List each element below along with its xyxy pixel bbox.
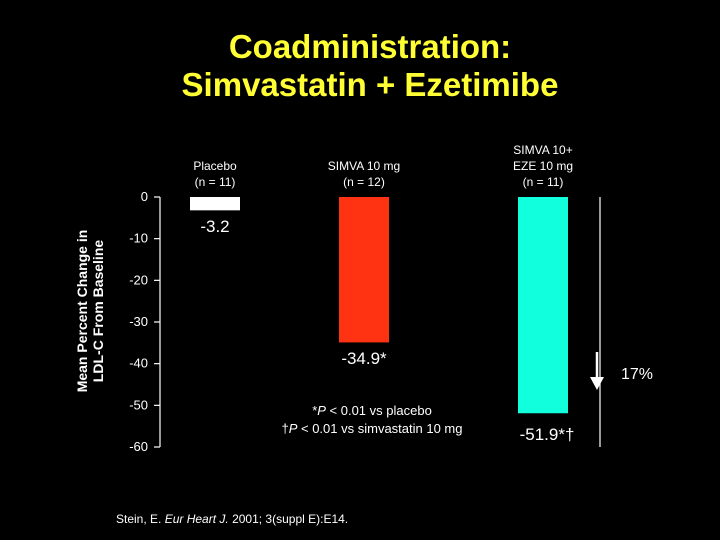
bar bbox=[190, 197, 240, 211]
category-label: SIMVA 10+ bbox=[513, 143, 572, 157]
source-details: 2001; 3(suppl E):E14. bbox=[228, 512, 349, 526]
footnote-simvastatin: †P < 0.01 vs simvastatin 10 mg bbox=[281, 421, 463, 436]
category-label: SIMVA 10 mg bbox=[328, 159, 400, 173]
category-label: EZE 10 mg bbox=[513, 159, 573, 173]
footnote-placebo: *P < 0.01 vs placebo bbox=[312, 403, 432, 418]
y-tick-label: -30 bbox=[129, 314, 148, 329]
bar bbox=[339, 197, 389, 343]
y-axis: 0 -10 -20 -30 -40 -50 -60 bbox=[129, 189, 601, 454]
footnotes: *P < 0.01 vs placebo †P < 0.01 vs simvas… bbox=[252, 402, 492, 438]
source-journal: Eur Heart J. bbox=[164, 512, 229, 526]
category-label: (n = 11) bbox=[523, 175, 564, 189]
category-label: (n = 12) bbox=[343, 175, 385, 189]
annotation-text: 17% bbox=[621, 366, 653, 383]
category-label: Placebo bbox=[193, 159, 237, 173]
down-arrow-head bbox=[590, 377, 604, 390]
value-labels: -3.2 -34.9* -51.9*† bbox=[200, 217, 574, 444]
value-label: -34.9* bbox=[341, 349, 387, 368]
value-label: -51.9*† bbox=[520, 425, 575, 444]
y-axis-title-line: Mean Percent Change in bbox=[74, 230, 90, 393]
y-tick-label: -20 bbox=[129, 272, 148, 287]
title-line-1: Coadministration: bbox=[228, 28, 512, 65]
y-axis-title-line: LDL-C From Baseline bbox=[90, 240, 106, 383]
y-tick-label: -60 bbox=[129, 439, 148, 454]
bar bbox=[518, 197, 568, 414]
value-label: -3.2 bbox=[200, 217, 229, 236]
bars bbox=[190, 197, 568, 414]
source-author: Stein, E. bbox=[116, 512, 165, 526]
source-citation: Stein, E. Eur Heart J. 2001; 3(suppl E):… bbox=[116, 512, 348, 526]
title-line-2: Simvastatin + Ezetimibe bbox=[181, 66, 559, 103]
annotation: 17% bbox=[590, 352, 653, 390]
y-tick-label: -40 bbox=[129, 356, 148, 371]
y-tick-label: 0 bbox=[141, 189, 148, 204]
y-tick-label: -10 bbox=[129, 231, 148, 246]
slide-title: Coadministration: Simvastatin + Ezetimib… bbox=[0, 28, 720, 104]
y-axis-title: Mean Percent Change in LDL-C From Baselin… bbox=[74, 230, 106, 393]
y-tick-label: -50 bbox=[129, 397, 148, 412]
category-label: (n = 11) bbox=[195, 175, 236, 189]
category-labels: Placebo (n = 11) SIMVA 10 mg (n = 12) SIMVA … bbox=[193, 143, 573, 189]
